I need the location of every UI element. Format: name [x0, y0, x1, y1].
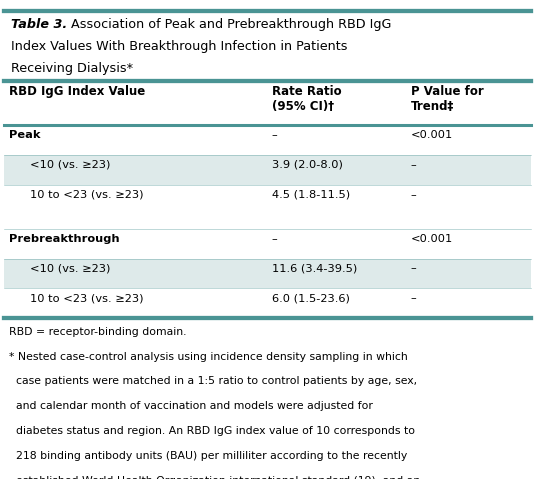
Text: case patients were matched in a 1:5 ratio to control patients by age, sex,: case patients were matched in a 1:5 rati… — [9, 376, 417, 387]
Text: –: – — [411, 293, 417, 303]
Text: Table 3.: Table 3. — [11, 18, 67, 31]
Text: 218 binding antibody units (BAU) per milliliter according to the recently: 218 binding antibody units (BAU) per mil… — [9, 451, 407, 461]
Text: <0.001: <0.001 — [411, 130, 453, 140]
Text: RBD IgG Index Value: RBD IgG Index Value — [9, 85, 145, 98]
Bar — [4, 155, 531, 185]
Text: established World Health Organization international standard (19), and an: established World Health Organization in… — [9, 476, 420, 479]
Bar — [4, 259, 531, 288]
Text: 10 to <23 (vs. ≥23): 10 to <23 (vs. ≥23) — [30, 293, 143, 303]
Text: 11.6 (3.4-39.5): 11.6 (3.4-39.5) — [272, 263, 357, 274]
Text: –: – — [411, 160, 417, 170]
Text: –: – — [411, 190, 417, 200]
Text: * Nested case-control analysis using incidence density sampling in which: * Nested case-control analysis using inc… — [9, 352, 407, 362]
Text: Prebreakthrough: Prebreakthrough — [9, 234, 119, 244]
Text: –: – — [272, 234, 278, 244]
Text: –: – — [272, 130, 278, 140]
Text: 10 to <23 (vs. ≥23): 10 to <23 (vs. ≥23) — [30, 190, 143, 200]
Text: Association of Peak and Prebreakthrough RBD IgG: Association of Peak and Prebreakthrough … — [67, 18, 391, 31]
Text: 6.0 (1.5-23.6): 6.0 (1.5-23.6) — [272, 293, 350, 303]
Text: 4.5 (1.8-11.5): 4.5 (1.8-11.5) — [272, 190, 350, 200]
Text: Receiving Dialysis*: Receiving Dialysis* — [11, 62, 133, 75]
Text: Peak: Peak — [9, 130, 40, 140]
Text: and calendar month of vaccination and models were adjusted for: and calendar month of vaccination and mo… — [9, 401, 372, 411]
Text: 3.9 (2.0-8.0): 3.9 (2.0-8.0) — [272, 160, 342, 170]
Text: diabetes status and region. An RBD IgG index value of 10 corresponds to: diabetes status and region. An RBD IgG i… — [9, 426, 415, 436]
Text: Rate Ratio
(95% CI)†: Rate Ratio (95% CI)† — [272, 85, 341, 113]
Text: –: – — [411, 263, 417, 274]
Text: Index Values With Breakthrough Infection in Patients: Index Values With Breakthrough Infection… — [11, 40, 347, 53]
Text: <0.001: <0.001 — [411, 234, 453, 244]
Text: <10 (vs. ≥23): <10 (vs. ≥23) — [30, 160, 110, 170]
Text: RBD = receptor-binding domain.: RBD = receptor-binding domain. — [9, 327, 186, 337]
Text: P Value for
Trend‡: P Value for Trend‡ — [411, 85, 484, 113]
Text: <10 (vs. ≥23): <10 (vs. ≥23) — [30, 263, 110, 274]
